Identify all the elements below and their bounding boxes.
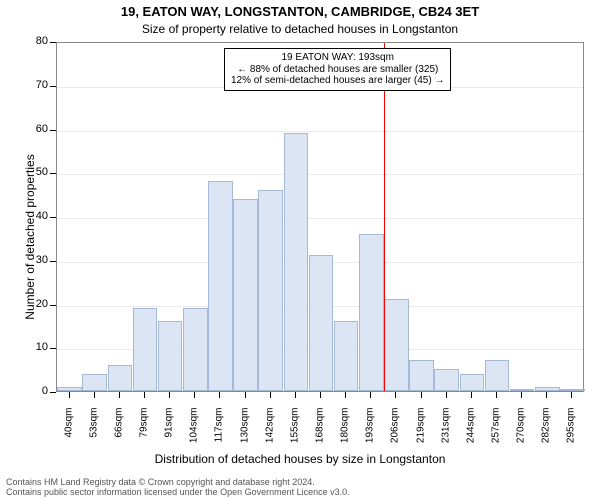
- y-tick-label: 10: [24, 341, 48, 353]
- histogram-bar: [82, 374, 107, 392]
- chart-subtitle: Size of property relative to detached ho…: [0, 22, 600, 36]
- y-tick-label: 60: [24, 123, 48, 135]
- histogram-bar: [434, 369, 459, 391]
- x-tick: [320, 392, 321, 398]
- histogram-bar: [359, 234, 384, 392]
- y-tick-label: 50: [24, 166, 48, 178]
- histogram-bar: [384, 299, 409, 391]
- grid-line: [57, 174, 583, 175]
- y-tick: [50, 86, 56, 87]
- x-tick: [295, 392, 296, 398]
- x-tick: [370, 392, 371, 398]
- y-tick: [50, 173, 56, 174]
- x-tick: [194, 392, 195, 398]
- x-tick: [395, 392, 396, 398]
- y-tick-label: 80: [24, 35, 48, 47]
- x-tick: [69, 392, 70, 398]
- histogram-bar: [485, 360, 510, 391]
- y-tick: [50, 130, 56, 131]
- chart-title: 19, EATON WAY, LONGSTANTON, CAMBRIDGE, C…: [0, 4, 600, 19]
- attribution-line-2: Contains public sector information licen…: [6, 488, 350, 498]
- grid-line: [57, 218, 583, 219]
- annotation-line: 19 EATON WAY: 193sqm: [231, 52, 444, 64]
- histogram-bar: [183, 308, 208, 391]
- x-tick: [169, 392, 170, 398]
- annotation-line: ← 88% of detached houses are smaller (32…: [231, 64, 444, 76]
- x-tick: [119, 392, 120, 398]
- y-tick: [50, 348, 56, 349]
- histogram-bar: [133, 308, 158, 391]
- y-tick-label: 30: [24, 254, 48, 266]
- x-tick: [546, 392, 547, 398]
- histogram-bar: [560, 389, 585, 391]
- histogram-bar: [233, 199, 258, 392]
- histogram-bar: [208, 181, 233, 391]
- y-tick: [50, 261, 56, 262]
- y-tick: [50, 392, 56, 393]
- histogram-bar: [258, 190, 283, 391]
- y-tick-label: 70: [24, 79, 48, 91]
- histogram-bar: [284, 133, 309, 391]
- y-tick: [50, 305, 56, 306]
- x-tick: [471, 392, 472, 398]
- histogram-bar: [460, 374, 485, 392]
- plot-area: [56, 42, 584, 392]
- x-tick: [421, 392, 422, 398]
- histogram-bar: [334, 321, 359, 391]
- histogram-bar: [57, 387, 82, 391]
- y-tick: [50, 217, 56, 218]
- x-tick: [496, 392, 497, 398]
- y-tick-label: 0: [24, 385, 48, 397]
- x-tick: [94, 392, 95, 398]
- x-tick: [219, 392, 220, 398]
- annotation-box: 19 EATON WAY: 193sqm← 88% of detached ho…: [224, 48, 451, 91]
- y-tick-label: 20: [24, 298, 48, 310]
- chart-container: 19, EATON WAY, LONGSTANTON, CAMBRIDGE, C…: [0, 0, 600, 500]
- annotation-line: 12% of semi-detached houses are larger (…: [231, 75, 444, 87]
- x-tick: [245, 392, 246, 398]
- y-tick-label: 40: [24, 210, 48, 222]
- x-axis-label: Distribution of detached houses by size …: [0, 452, 600, 466]
- y-tick: [50, 42, 56, 43]
- marker-line: [384, 43, 385, 391]
- histogram-bar: [108, 365, 133, 391]
- histogram-bar: [309, 255, 334, 391]
- histogram-bar: [510, 389, 535, 391]
- x-tick: [144, 392, 145, 398]
- attribution-text: Contains HM Land Registry data © Crown c…: [6, 478, 350, 498]
- histogram-bar: [409, 360, 434, 391]
- histogram-bar: [535, 387, 560, 391]
- x-tick: [345, 392, 346, 398]
- x-tick: [571, 392, 572, 398]
- histogram-bar: [158, 321, 183, 391]
- x-tick: [270, 392, 271, 398]
- x-tick: [446, 392, 447, 398]
- x-tick: [521, 392, 522, 398]
- grid-line: [57, 131, 583, 132]
